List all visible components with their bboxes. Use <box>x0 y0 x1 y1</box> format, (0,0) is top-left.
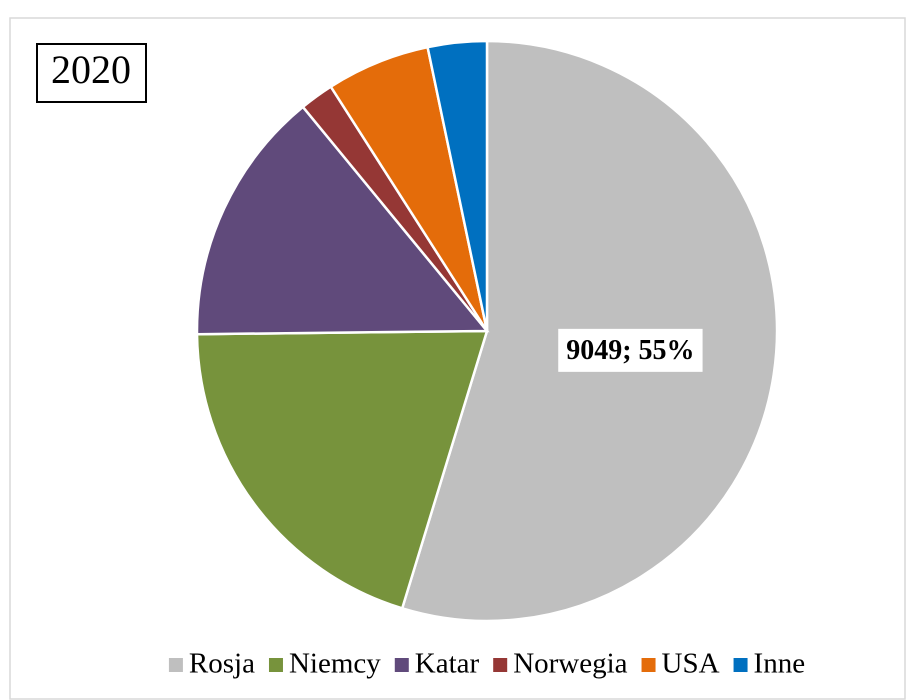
pie-slice <box>195 329 489 610</box>
legend-label: Rosja <box>189 648 255 680</box>
data-label-box <box>558 328 703 372</box>
legend-swatch <box>641 658 656 672</box>
legend-label: Niemcy <box>289 648 381 680</box>
legend-swatch <box>168 658 183 672</box>
pie-slice <box>195 105 490 336</box>
legend-label: Norwegia <box>513 648 627 680</box>
legend-swatch <box>394 658 409 672</box>
legend-swatch <box>493 658 508 672</box>
legend-label: Inne <box>754 648 806 680</box>
legend-swatch <box>733 658 748 672</box>
legend-label: Katar <box>415 648 480 680</box>
title-box <box>36 43 147 103</box>
legend-swatch <box>268 658 283 672</box>
legend-label: USA <box>662 648 720 680</box>
pie-slice <box>426 39 489 332</box>
data-label-group: 9049; 55% <box>558 328 703 372</box>
data-label: 9049; 55% <box>566 335 694 366</box>
chart-title: 2020 <box>51 47 131 92</box>
